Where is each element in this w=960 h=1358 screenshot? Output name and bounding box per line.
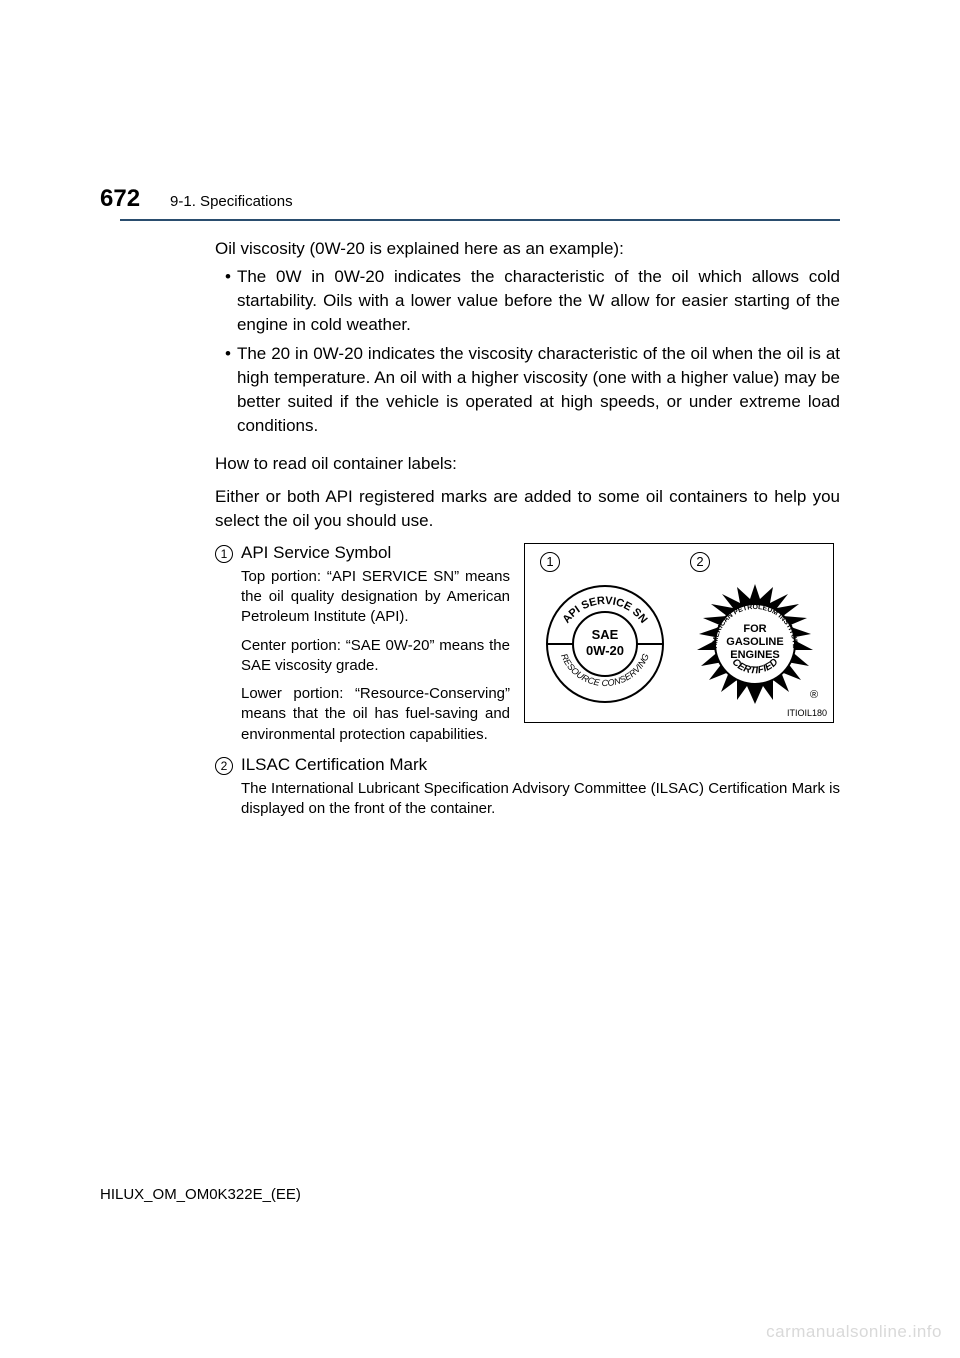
numbered-item-1: 1 API Service Symbol	[215, 543, 510, 563]
svg-text:SAE: SAE	[592, 627, 619, 642]
svg-text:FOR: FOR	[743, 623, 766, 635]
figure-label-1: 1	[540, 552, 560, 572]
svg-text:0W-20: 0W-20	[586, 643, 624, 658]
circled-number-icon: 1	[215, 545, 233, 563]
item2-p1: The International Lubricant Specificatio…	[215, 779, 840, 820]
viscosity-intro: Oil viscosity (0W-20 is explained here a…	[215, 239, 840, 259]
item1-p1: Top portion: “API SERVICE SN” means the …	[215, 567, 510, 628]
section-title: 9-1. Specifications	[170, 193, 293, 210]
page-content: 672 9-1. Specifications Oil viscosity (0…	[0, 0, 960, 819]
api-donut-icon: API SERVICE SN RESOURCE CONSERVING SAE 0…	[540, 579, 670, 709]
svg-text:API SERVICE SN: API SERVICE SN	[561, 595, 650, 626]
bullet-icon: •	[225, 265, 231, 336]
watermark: carmanualsonline.info	[766, 1322, 942, 1342]
two-column-region: 1 API Service Symbol Top portion: “API S…	[215, 543, 840, 753]
bullet-text: The 20 in 0W-20 indicates the viscosity …	[237, 342, 840, 437]
bullet-text: The 0W in 0W-20 indicates the characteri…	[237, 265, 840, 336]
svg-text:ENGINES: ENGINES	[730, 649, 780, 661]
figure-code: ITIOIL180	[787, 708, 827, 718]
footer-doc-code: HILUX_OM_OM0K322E_(EE)	[100, 1186, 301, 1203]
bullet-item: • The 0W in 0W-20 indicates the characte…	[215, 265, 840, 336]
ilsac-starburst-icon: AMERICAN PETROLEUM INSTITUTE CERTIFIED F…	[690, 579, 820, 709]
labels-intro: Either or both API registered marks are …	[215, 485, 840, 533]
page-number: 672	[100, 185, 140, 213]
circled-number-icon: 2	[215, 757, 233, 775]
right-column: 1 2 API SERVICE SN	[524, 543, 840, 753]
page-header: 672 9-1. Specifications	[120, 185, 840, 221]
item-title: API Service Symbol	[241, 543, 391, 563]
numbered-item-2: 2 ILSAC Certification Mark	[215, 755, 840, 775]
bullet-icon: •	[225, 342, 231, 437]
item1-p2: Center portion: “SAE 0W-20” means the SA…	[215, 636, 510, 677]
labels-heading: How to read oil container labels:	[215, 452, 840, 476]
svg-text:GASOLINE: GASOLINE	[726, 636, 783, 648]
left-column: 1 API Service Symbol Top portion: “API S…	[215, 543, 510, 753]
oil-label-figure: 1 2 API SERVICE SN	[524, 543, 834, 723]
item-title: ILSAC Certification Mark	[241, 755, 427, 775]
registered-mark: ®	[810, 689, 818, 701]
bullet-item: • The 20 in 0W-20 indicates the viscosit…	[215, 342, 840, 437]
body-content: Oil viscosity (0W-20 is explained here a…	[120, 239, 840, 819]
item1-p3: Lower portion: “Resource-Conserving” mea…	[215, 684, 510, 745]
figure-label-2: 2	[690, 552, 710, 572]
